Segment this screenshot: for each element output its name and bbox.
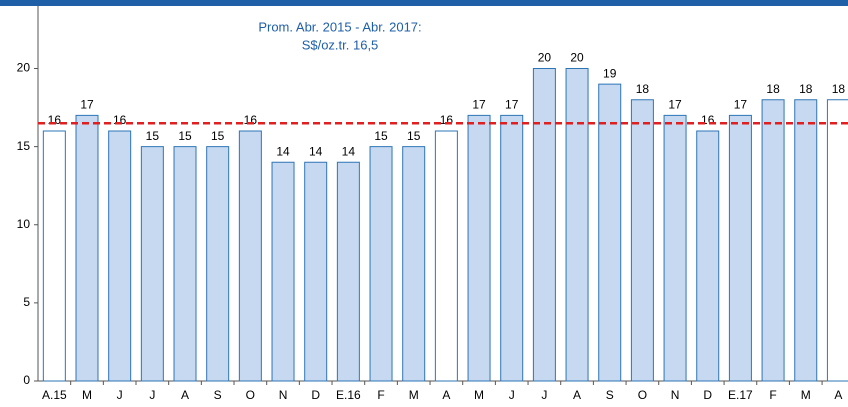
annotation: S$/oz.tr. 16,5: [302, 37, 379, 52]
x-tick-label: M: [82, 388, 92, 402]
value-label: 17: [472, 98, 486, 112]
y-tick-label: 20: [17, 61, 31, 75]
bar: [140, 146, 164, 382]
annotation: Prom. Abr. 2015 - Abr. 2017:: [258, 19, 421, 34]
x-tick-label: A: [834, 388, 842, 402]
x-tick-label: M: [409, 388, 419, 402]
x-tick-label: E.17: [728, 388, 753, 402]
y-tick-label: 5: [23, 295, 30, 309]
bar: [173, 146, 197, 382]
x-tick-label: M: [474, 388, 484, 402]
x-tick-label: M: [801, 388, 811, 402]
x-tick-label: A: [181, 388, 189, 402]
value-label: 15: [374, 129, 388, 143]
value-label: 18: [832, 82, 846, 96]
bar: [206, 146, 230, 382]
value-label: 17: [505, 98, 519, 112]
x-tick-label: D: [311, 388, 320, 402]
y-tick-label: 0: [23, 373, 30, 387]
value-label: 16: [701, 113, 715, 127]
x-tick-label: N: [279, 388, 288, 402]
bar: [761, 99, 785, 382]
bar: [238, 130, 262, 382]
value-label: 15: [407, 129, 421, 143]
x-tick-label: N: [671, 388, 680, 402]
x-tick-label: S: [606, 388, 614, 402]
bar: [402, 146, 426, 382]
x-tick-label: A: [573, 388, 581, 402]
x-tick-label: F: [377, 388, 384, 402]
bar: [42, 130, 66, 382]
value-label: 16: [440, 113, 454, 127]
bar: [369, 146, 393, 382]
bar: [696, 130, 720, 382]
bar: [565, 68, 589, 382]
x-tick-label: O: [246, 388, 255, 402]
top-band: [0, 0, 848, 6]
bar: [500, 114, 524, 382]
bar: [794, 99, 818, 382]
bar: [108, 130, 132, 382]
value-label: 16: [113, 113, 127, 127]
x-tick-label: D: [703, 388, 712, 402]
x-tick-label: A: [442, 388, 450, 402]
x-tick-label: J: [541, 388, 547, 402]
y-tick-label: 10: [17, 217, 31, 231]
value-label: 15: [146, 129, 160, 143]
value-label: 17: [80, 98, 94, 112]
bar: [271, 161, 295, 382]
x-tick-label: J: [149, 388, 155, 402]
value-label: 16: [244, 113, 258, 127]
value-label: 16: [48, 113, 62, 127]
bar: [598, 83, 622, 382]
value-label: 17: [668, 98, 682, 112]
bar: [532, 68, 556, 382]
bar: [75, 114, 99, 382]
x-tick-label: O: [638, 388, 647, 402]
bar: [630, 99, 654, 382]
value-label: 14: [276, 144, 290, 158]
y-tick-label: 15: [17, 139, 31, 153]
x-tick-label: J: [509, 388, 515, 402]
value-label: 15: [178, 129, 192, 143]
value-label: 14: [309, 144, 323, 158]
bar: [336, 161, 360, 382]
bar: [663, 114, 687, 382]
bar: [304, 161, 328, 382]
bar: [826, 99, 848, 382]
value-label: 14: [342, 144, 356, 158]
value-label: 18: [766, 82, 780, 96]
value-label: 20: [570, 51, 584, 65]
bar: [728, 114, 752, 382]
value-label: 19: [603, 66, 617, 80]
x-tick-label: J: [117, 388, 123, 402]
value-label: 20: [538, 51, 552, 65]
x-tick-label: A.15: [42, 388, 67, 402]
value-label: 18: [636, 82, 650, 96]
bar: [434, 130, 458, 382]
x-tick-label: E.16: [336, 388, 361, 402]
value-label: 18: [799, 82, 813, 96]
bar: [467, 114, 491, 382]
value-label: 15: [211, 129, 225, 143]
x-tick-label: F: [769, 388, 776, 402]
x-tick-label: S: [214, 388, 222, 402]
value-label: 17: [734, 98, 748, 112]
